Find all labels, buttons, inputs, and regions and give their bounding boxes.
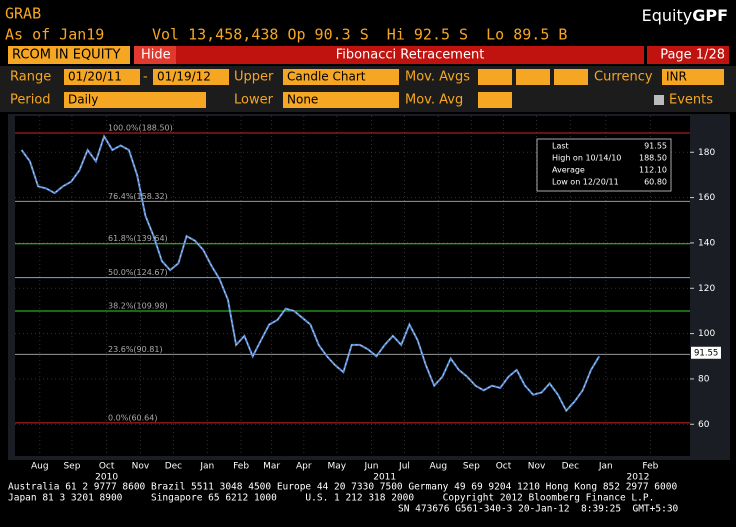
legend-label: Last [552,142,569,151]
y-tick-label: 120 [698,284,715,294]
field-text: Candle Chart [287,70,366,84]
x-tick-label: Aug [430,462,448,472]
security: RCOM IN EQUITY [12,48,120,63]
footer: Japan 81 3 3201 8900 Singapore 65 6212 1… [8,493,654,504]
legend-box [536,138,672,192]
x-tick-label: May [328,462,347,472]
legend-value: 60.80 [644,178,667,187]
field-text: INR [666,70,687,84]
legend-label: Average [552,166,585,175]
field-text: 01/20/11 [68,70,122,84]
x-tick-label: Nov [528,462,546,472]
x-tick-label: Oct [99,462,115,472]
dropdown[interactable] [64,92,206,108]
price-highlight [21,135,600,412]
label: Currency [594,70,653,85]
hide-label: Hide [141,48,171,63]
brand-b: GPF [692,6,728,25]
as-of: As of Jan19 [5,26,104,44]
field[interactable] [516,69,550,85]
y-tick-label: 180 [698,148,715,158]
brand: EquityGPF [642,6,728,25]
fib-label: 23.6%(90.81) [108,345,163,354]
x-tick-label: Aug [31,462,49,472]
field-text: Daily [68,93,98,107]
legend-value: 188.50 [639,154,667,163]
field[interactable] [64,69,140,85]
x-tick-label: Feb [233,462,249,472]
function-title: Fibonacci Retracement [336,48,485,63]
page-box [647,46,729,64]
x-tick-label: Feb [642,462,658,472]
y-tick-label: 140 [698,238,715,248]
y-tick-label: 80 [698,374,710,384]
fib-label: 38.2%(109.98) [108,301,168,310]
x-tick-label: Nov [132,462,150,472]
label: Mov. Avg [405,93,463,108]
legend-value: 91.55 [644,142,667,151]
y-tick-label: 60 [698,420,710,430]
security-box[interactable] [8,46,130,64]
label: Range [10,70,51,85]
field[interactable] [153,69,229,85]
title-bar [134,46,644,64]
legend-label: Low on 12/20/11 [552,178,619,187]
y-tick-label: 100 [698,329,715,339]
plot: 60 80 100 120 140 160 180 Aug Sep Oct Nov Dec Jan Feb… [15,116,721,483]
hide-button[interactable] [134,46,176,64]
x-tick-label: Dec [562,462,579,472]
dropdown[interactable] [662,69,724,85]
checkbox[interactable] [654,95,664,105]
field[interactable] [478,69,512,85]
footer: SN 473676 G561-340-3 20-Jan-12 8:39:25 G… [398,504,679,515]
field[interactable] [478,92,512,108]
page: Page 1/28 [660,48,725,63]
field[interactable] [554,69,588,85]
brand-a: Equity [642,6,693,25]
year-label: 2011 [373,473,396,483]
last-tag [691,346,721,359]
fib-label: 61.8%(139.64) [108,234,168,243]
year-label: 2010 [95,473,118,483]
x-tick-label: Jun [363,462,378,472]
label: - [143,70,148,85]
label: Upper [234,70,274,85]
field-text: 01/19/12 [157,70,211,84]
label: Lower [234,93,274,108]
x-tick-label: Mar [263,462,280,472]
dropdown[interactable] [283,69,399,85]
x-tick-label: Sep [63,462,80,472]
footer: Australia 61 2 9777 8600 Brazil 5511 304… [8,482,677,493]
y-tick-label: 160 [698,193,715,203]
x-tick-label: Sep [463,462,480,472]
x-tick-label: Dec [165,462,182,472]
x-tick-label: Jan [199,462,214,472]
x-tick-label: Jan [598,462,613,472]
x-tick-label: Apr [296,462,312,472]
fib-label: 0.0%(60.64) [108,413,157,422]
last-label: 91.55 [694,348,718,358]
x-tick-label: Jul [398,462,410,472]
fib-label: 50.0%(124.67) [108,268,168,277]
x-tick-label: Oct [496,462,512,472]
year-label: 2012 [627,473,650,483]
label: Period [10,93,51,108]
fib-label: 100.0%(188.50) [108,124,173,133]
ticker: GRAB [5,5,41,23]
label: Events [669,93,713,108]
fib-label: 76.4%(158.32) [108,192,168,201]
legend-value: 112.10 [639,166,667,175]
legend-label: High on 10/14/10 [552,154,621,163]
field-text: None [287,93,318,107]
dropdown[interactable] [283,92,399,108]
quote-line: Vol 13,458,438 Op 90.3 S Hi 92.5 S Lo 89… [152,26,567,44]
label: Mov. Avgs [405,70,470,85]
